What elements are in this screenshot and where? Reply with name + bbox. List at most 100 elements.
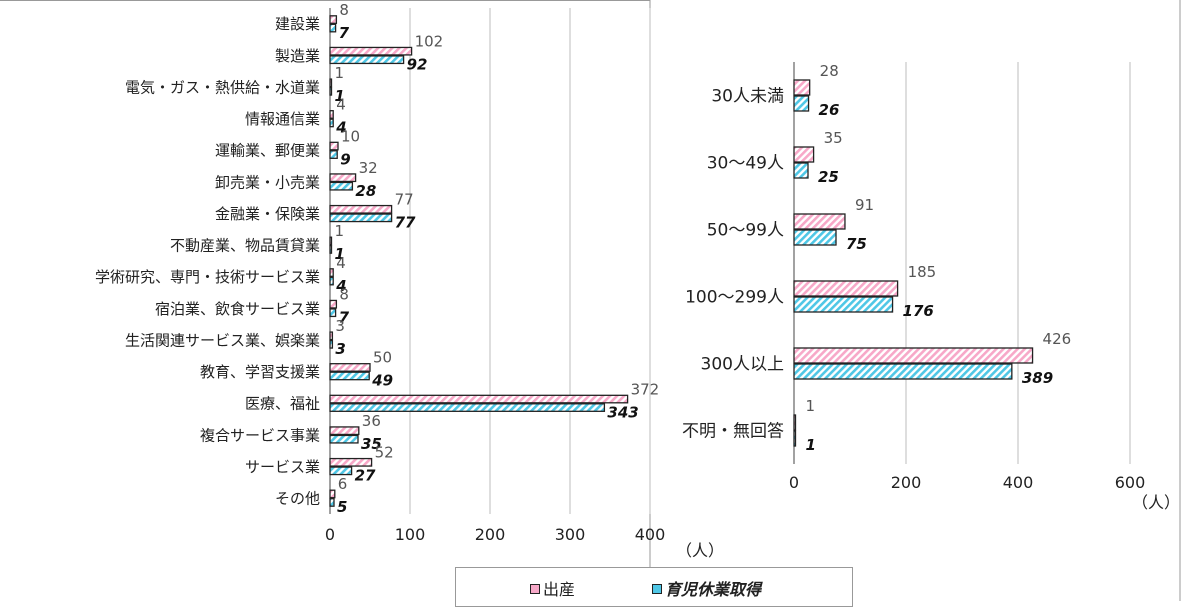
legend-label-birth: 出産	[543, 580, 576, 599]
bar-birth	[793, 79, 811, 96]
data-label-leave: 25	[818, 168, 839, 186]
bar-birth	[329, 426, 360, 436]
legend-item-birth: 出産	[530, 576, 575, 600]
category-label: 300人以上	[701, 355, 784, 375]
bar-leave	[329, 86, 333, 96]
data-label-leave: 35	[361, 435, 382, 453]
data-label-birth: 91	[855, 196, 874, 214]
data-label-birth: 372	[631, 380, 660, 398]
x-tick-label: 600	[1115, 473, 1146, 492]
data-label-leave: 92	[407, 55, 428, 73]
category-label: 不明・無回答	[682, 422, 784, 442]
data-label-birth: 6	[338, 475, 348, 493]
category-label: その他	[275, 490, 320, 508]
data-label-leave: 343	[607, 403, 638, 421]
category-label: 30人未満	[711, 87, 784, 107]
data-label-birth: 32	[359, 159, 378, 177]
data-label-leave: 4	[335, 277, 346, 295]
data-label-birth: 52	[375, 444, 394, 462]
bar-leave	[793, 95, 810, 112]
data-label-leave: 1	[806, 436, 816, 454]
legend-swatch-birth	[530, 583, 540, 594]
x-tick-label: 0	[325, 525, 335, 544]
x-tick-label: 400	[1003, 473, 1034, 492]
data-label-birth: 3	[335, 317, 345, 335]
data-label-birth: 426	[1043, 330, 1072, 348]
category-label: 卸売業・小売業	[215, 173, 320, 191]
bar-leave	[329, 245, 333, 254]
category-label: 製造業	[275, 47, 320, 65]
data-label-leave: 9	[340, 150, 350, 168]
bar-birth	[793, 213, 846, 230]
bar-birth	[329, 299, 338, 309]
data-label-birth: 35	[824, 129, 843, 147]
bar-leave	[329, 118, 334, 128]
bar-leave	[793, 296, 894, 313]
bar-leave	[793, 162, 809, 179]
category-label: 100～299人	[685, 288, 784, 308]
data-label-leave: 75	[846, 235, 867, 253]
company-size-chart: 0 200 400 600 30人未満 28 26 30～49人 35 25 50～99人 91 75 1…	[682, 62, 1145, 492]
category-label: 学術研究、専門・技術サービス業	[95, 268, 320, 286]
bar-birth	[329, 394, 629, 404]
data-label-leave: 5	[337, 498, 347, 516]
bar-birth	[329, 489, 336, 499]
bar-birth	[329, 110, 334, 119]
data-label-leave: 3	[335, 340, 345, 358]
x-tick-label: 300	[555, 525, 586, 544]
bar-leave	[329, 339, 334, 349]
bar-leave	[329, 403, 606, 412]
bar-leave	[329, 308, 337, 318]
category-label: 30～49人	[707, 154, 784, 174]
unit-label-size: （人）	[1132, 493, 1180, 512]
data-label-leave: 389	[1022, 369, 1053, 387]
bar-leave	[329, 498, 335, 507]
industry-chart: 0 100 200 300 400 建設業 8 7 製造業 102 92 電気・ガス・熱供給・水道業 1…	[95, 1, 665, 544]
category-label: 建設業	[275, 15, 320, 33]
bar-birth	[329, 268, 334, 277]
bar-leave	[329, 23, 337, 33]
x-tick-label: 200	[891, 473, 922, 492]
bar-birth	[793, 414, 797, 431]
bar-leave	[329, 55, 405, 65]
category-label: 情報通信業	[245, 110, 320, 128]
data-label-leave: 1	[335, 245, 345, 263]
bar-birth	[329, 46, 413, 56]
data-label-birth: 10	[341, 127, 360, 145]
category-label: 生活関連サービス業、娯楽業	[125, 331, 320, 349]
bar-leave	[329, 466, 353, 476]
category-label: 複合サービス事業	[200, 426, 320, 444]
data-label-birth: 36	[362, 412, 381, 430]
bar-leave	[329, 181, 354, 191]
bar-leave	[329, 213, 393, 223]
data-label-leave: 4	[335, 119, 346, 137]
bar-birth	[329, 141, 339, 151]
data-label-birth: 4	[336, 254, 346, 272]
bar-leave	[793, 229, 837, 246]
bar-birth	[793, 146, 815, 163]
bar-birth	[793, 280, 899, 297]
category-label: 教育、学習支援業	[200, 363, 320, 381]
data-label-leave: 77	[395, 214, 416, 232]
bar-birth	[329, 236, 333, 246]
data-label-birth: 28	[820, 62, 839, 80]
bar-birth	[793, 347, 1034, 364]
category-label: 電気・ガス・熱供給・水道業	[125, 78, 320, 96]
category-label: 金融業・保険業	[215, 205, 320, 223]
legend-item-leave: 育児休業取得	[652, 576, 761, 600]
data-label-leave: 7	[339, 308, 350, 326]
data-label-birth: 77	[395, 191, 414, 209]
category-label: 50～99人	[707, 221, 784, 241]
category-label: 不動産業、物品賃貸業	[170, 237, 320, 255]
data-label-leave: 28	[355, 182, 376, 200]
bar-birth	[329, 173, 357, 183]
data-label-birth: 1	[335, 222, 345, 240]
bar-birth	[329, 331, 334, 341]
unit-label-industry: （人）	[676, 541, 724, 560]
x-tick-label: 200	[475, 525, 506, 544]
bar-birth	[329, 457, 373, 467]
bar-leave	[329, 434, 359, 444]
data-label-leave: 176	[903, 302, 934, 320]
data-label-birth: 8	[339, 285, 349, 303]
